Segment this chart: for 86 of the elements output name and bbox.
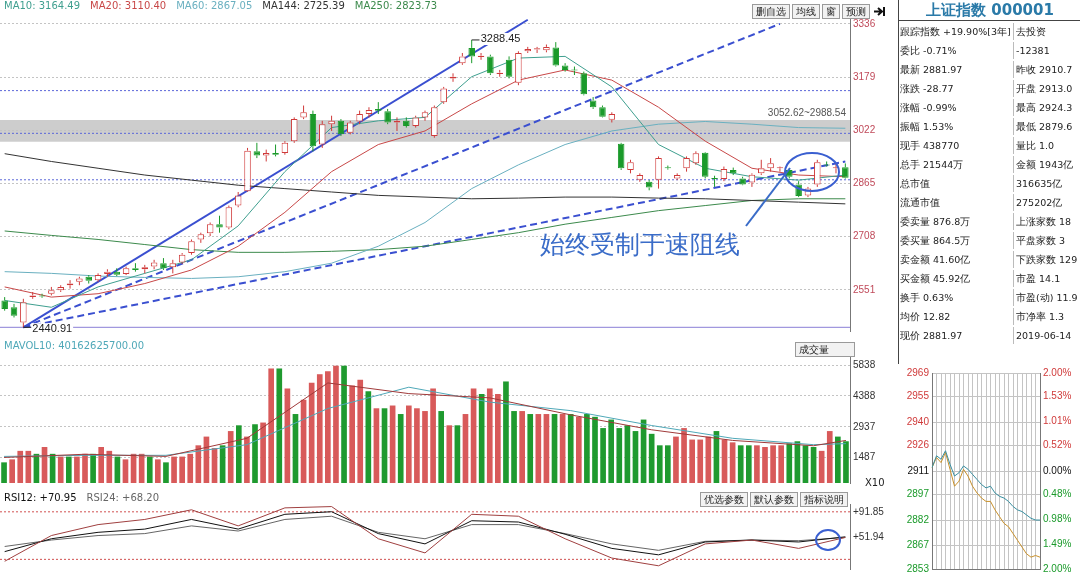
- text: MA10: 3164.49: [4, 0, 81, 11]
- y-tick-label: 1487: [853, 451, 876, 463]
- text: RSI24: +68.20: [86, 492, 160, 503]
- y-tick-label: 2867: [906, 539, 930, 551]
- text: 振幅 1.53%: [900, 118, 1015, 135]
- text: 开盘 2913.0: [1016, 82, 1074, 96]
- text: 2019-06-14: [1016, 329, 1073, 343]
- y2-tick-label: 2.00%: [1043, 366, 1072, 378]
- text: -12381: [1016, 44, 1051, 58]
- text: MA144: 2725.39: [262, 0, 345, 11]
- text: 委卖量 876.8万: [900, 213, 1015, 230]
- text: MA60: 2867.05: [176, 0, 253, 11]
- y-tick-label: 2969: [906, 366, 930, 378]
- text: 市净率 1.3: [1016, 310, 1066, 324]
- annotation: 预测: [842, 4, 870, 19]
- annotation: 删自选: [752, 4, 790, 19]
- text: 均价 12.82: [900, 308, 1015, 325]
- y2-tick-label: 0.00%: [1043, 464, 1072, 476]
- y-tick-label: +91.85: [853, 505, 885, 517]
- annotation: 指标说明: [800, 492, 848, 507]
- text: RSI12: +70.95: [4, 492, 77, 503]
- text: 去投资: [1016, 25, 1048, 39]
- text: 市盈 14.1: [1016, 272, 1062, 286]
- annotation: 成交量: [795, 342, 855, 357]
- text: 涨幅 -0.99%: [900, 99, 1015, 116]
- text: 总市值: [900, 175, 1015, 192]
- y-tick-label: 5838: [853, 358, 876, 370]
- y2-tick-label: 0.48%: [1043, 488, 1072, 500]
- text: 现手 438770: [900, 137, 1015, 154]
- y-tick-label: 2882: [906, 513, 930, 525]
- annotation: 窗: [822, 4, 840, 19]
- annotation: 默认参数: [750, 492, 798, 507]
- y-tick-label: 3336: [853, 17, 876, 29]
- text: 现价 2881.97: [900, 327, 1015, 344]
- text: 平盘家数 3: [1016, 234, 1067, 248]
- y-tick-label: 2937: [853, 420, 876, 432]
- annotation: 均线: [792, 4, 820, 19]
- y-tick-label: 2940: [906, 415, 930, 427]
- text: 涨跌 -28.77: [900, 80, 1015, 97]
- y-tick-label: 2551: [853, 283, 876, 295]
- y2-tick-label: 1.49%: [1043, 537, 1072, 549]
- y-tick-label: 2865: [853, 177, 876, 189]
- text: 量比 1.0: [1016, 139, 1056, 153]
- y-tick-label: 2926: [906, 439, 930, 451]
- text: 金额 1943亿: [1016, 158, 1075, 172]
- annotation: 始终受制于速阻线: [540, 229, 740, 261]
- y-tick-label: 2897: [906, 488, 930, 500]
- text: 卖金额 41.60亿: [900, 251, 1015, 268]
- y-tick-label: 3179: [853, 70, 876, 82]
- y-tick-label: 3022: [853, 124, 876, 136]
- y-tick-label: 4388: [853, 389, 876, 401]
- text: 委买量 864.5万: [900, 232, 1015, 249]
- annotation: 3288.45: [480, 32, 521, 45]
- y-tick-label: 2911: [907, 464, 930, 476]
- text: 昨收 2910.7: [1016, 63, 1074, 77]
- y2-tick-label: 0.98%: [1043, 512, 1072, 524]
- y-tick-label: 2853: [906, 562, 930, 574]
- y-tick-label: +51.94: [853, 531, 885, 543]
- text: 下跌家数 129: [1016, 253, 1079, 267]
- text: MA20: 3110.40: [90, 0, 167, 11]
- annotation: 优选参数: [700, 492, 748, 507]
- text: 买金额 45.92亿: [900, 270, 1015, 287]
- text: X10: [864, 476, 886, 489]
- text: 275202亿: [1016, 196, 1064, 210]
- text: MA250: 2823.73: [354, 0, 438, 11]
- text: 上涨家数 18: [1016, 215, 1073, 229]
- y2-tick-label: 2.00%: [1043, 562, 1072, 574]
- band-label: 3052.62~2988.54: [767, 106, 847, 118]
- y-tick-label: 2955: [906, 390, 930, 402]
- text: 最高 2924.3: [1016, 101, 1074, 115]
- text: 上证指数 000001: [899, 0, 1080, 21]
- text: MAVOL10: 40162625700.00: [4, 340, 145, 351]
- y2-tick-label: 1.53%: [1043, 389, 1072, 401]
- text: 流通市值: [900, 194, 1015, 211]
- text: 最新 2881.97: [900, 61, 1015, 78]
- text: 总手 21544万: [900, 156, 1015, 173]
- y2-tick-label: 1.01%: [1043, 415, 1072, 427]
- annotation: 2440.91: [32, 321, 73, 334]
- text: 市盈(动) 11.9: [1016, 291, 1079, 305]
- y-tick-label: 2708: [853, 230, 876, 242]
- text: 跟踪指数 +19.90%[3年]: [900, 23, 1015, 40]
- text: 换手 0.63%: [900, 289, 1015, 306]
- text: 316635亿: [1016, 177, 1064, 191]
- text: 最低 2879.6: [1016, 120, 1074, 134]
- y2-tick-label: 0.52%: [1043, 439, 1072, 451]
- text: 委比 -0.71%: [900, 42, 1015, 59]
